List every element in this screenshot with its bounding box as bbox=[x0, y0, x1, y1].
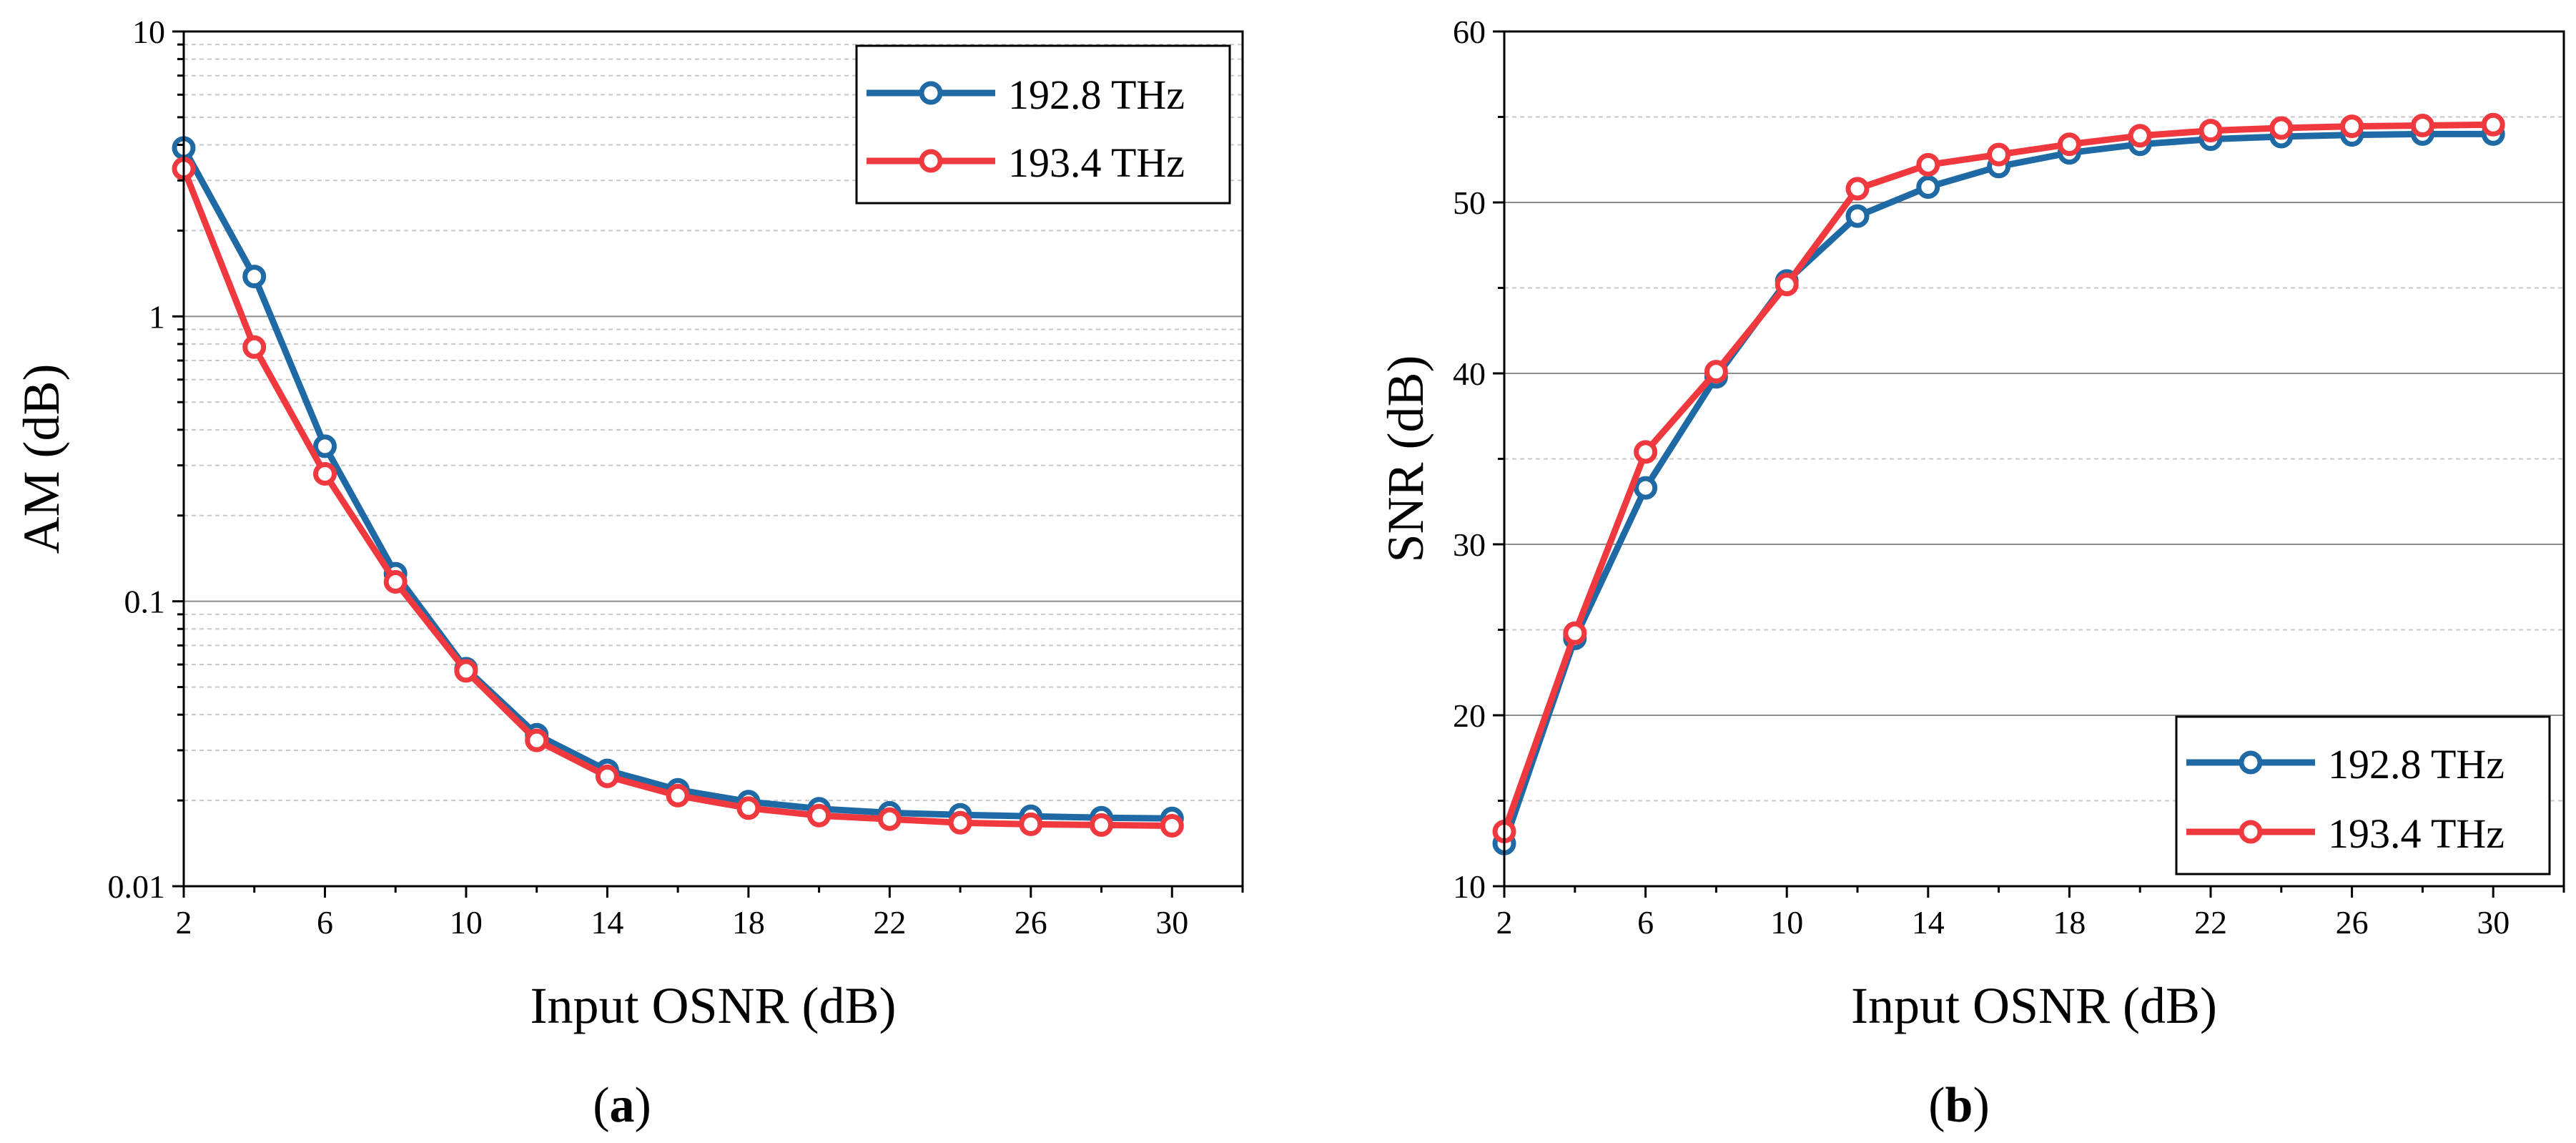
data-point bbox=[2340, 114, 2364, 139]
data-point bbox=[1987, 142, 2011, 167]
y-tick-label: 50 bbox=[1453, 185, 1486, 221]
legend-label: 192.8 THz bbox=[1008, 72, 1185, 118]
x-tick-label: 30 bbox=[2477, 904, 2510, 941]
x-tick-label: 6 bbox=[1637, 904, 1654, 941]
data-point bbox=[877, 807, 902, 831]
panel-label: (b) bbox=[1928, 1078, 1990, 1133]
x-tick-label: 18 bbox=[732, 904, 765, 941]
data-point bbox=[1019, 812, 1043, 836]
grid-lines bbox=[1504, 116, 2564, 802]
data-point bbox=[2269, 116, 2294, 140]
data-point bbox=[1775, 273, 1799, 297]
data-point bbox=[666, 783, 690, 808]
y-tick-label: 60 bbox=[1453, 14, 1486, 50]
data-point bbox=[1916, 152, 1940, 177]
legend-box bbox=[2175, 715, 2551, 875]
panel-label-open-paren: ( bbox=[593, 1078, 609, 1133]
y-axis-title: AM (dB) bbox=[13, 364, 70, 554]
x-tick-label: 22 bbox=[873, 904, 906, 941]
data-point bbox=[242, 335, 267, 359]
x-tick-label: 26 bbox=[2336, 904, 2369, 941]
legend-swatch-marker bbox=[919, 149, 943, 173]
legend-swatch-marker bbox=[2239, 750, 2263, 775]
data-point bbox=[736, 796, 761, 820]
y-axis-title: SNR (dB) bbox=[1377, 355, 1434, 562]
legend: 192.8 THz 193.4 THz bbox=[855, 44, 1231, 205]
panel-label-open-paren: ( bbox=[1928, 1078, 1945, 1133]
x-axis-title: Input OSNR (dB) bbox=[530, 977, 896, 1034]
legend: 192.8 THz 193.4 THz bbox=[2175, 715, 2551, 875]
data-point bbox=[2199, 119, 2223, 143]
legend-label: 193.4 THz bbox=[1008, 139, 1185, 186]
data-point bbox=[1090, 813, 1113, 837]
panel-label-letter: b bbox=[1945, 1078, 1973, 1133]
y-tick-label: 10 bbox=[1453, 868, 1486, 905]
data-point bbox=[807, 803, 831, 828]
y-tick-label: 1 bbox=[149, 298, 165, 335]
x-tick-label: 30 bbox=[1155, 904, 1188, 941]
data-series bbox=[1492, 112, 2505, 855]
data-point bbox=[242, 265, 267, 289]
y-tick-label: 30 bbox=[1453, 526, 1486, 563]
x-tick-label: 6 bbox=[317, 904, 333, 941]
legend-label: 192.8 THz bbox=[2328, 741, 2505, 788]
data-point bbox=[2057, 132, 2081, 157]
legend-item-193-4: 193.4 THz bbox=[2186, 810, 2505, 857]
series-193-4-thz bbox=[172, 157, 1184, 838]
x-tick-label: 18 bbox=[2053, 904, 2086, 941]
data-point bbox=[1634, 476, 1658, 500]
legend-item-192-8: 192.8 THz bbox=[2186, 741, 2505, 788]
series-193-4-thz bbox=[1492, 112, 2505, 843]
data-series bbox=[172, 136, 1184, 838]
legend-swatch-marker bbox=[919, 81, 943, 105]
data-point bbox=[1704, 360, 1728, 384]
x-tick-label: 2 bbox=[1496, 904, 1513, 941]
legend-box bbox=[855, 44, 1231, 205]
series-line bbox=[180, 165, 1175, 829]
data-point bbox=[454, 659, 478, 683]
x-tick-label: 14 bbox=[1912, 904, 1945, 941]
data-point bbox=[1845, 177, 1870, 201]
x-tick-label: 10 bbox=[450, 904, 483, 941]
x-tick-label: 10 bbox=[1770, 904, 1803, 941]
panel-label-close-paren: ) bbox=[1973, 1078, 1989, 1133]
data-point bbox=[2410, 114, 2434, 137]
x-tick-label: 22 bbox=[2194, 904, 2227, 941]
panel-label-letter: a bbox=[610, 1078, 635, 1133]
plot-frame bbox=[182, 30, 1244, 888]
data-point bbox=[1563, 621, 1587, 645]
data-point bbox=[383, 570, 408, 594]
legend-item-192-8: 192.8 THz bbox=[867, 72, 1185, 118]
data-point bbox=[1845, 204, 1870, 228]
data-point bbox=[1634, 440, 1658, 464]
x-axis-title: Input OSNR (dB) bbox=[1851, 977, 2217, 1034]
data-point bbox=[525, 728, 549, 752]
data-point bbox=[1160, 814, 1184, 838]
data-point bbox=[1916, 175, 1940, 199]
data-point bbox=[948, 810, 972, 835]
data-point bbox=[313, 462, 337, 486]
y-tick-label: 0.01 bbox=[108, 868, 166, 905]
y-tick-label: 40 bbox=[1453, 355, 1486, 392]
y-tick-label: 10 bbox=[132, 14, 165, 50]
panel-label-close-paren: ) bbox=[635, 1078, 651, 1133]
data-point bbox=[2481, 112, 2505, 137]
y-tick-label: 20 bbox=[1453, 697, 1486, 734]
y-tick-label: 0.1 bbox=[124, 584, 166, 620]
x-tick-label: 14 bbox=[591, 904, 623, 941]
legend-swatch-marker bbox=[2239, 820, 2263, 844]
data-point bbox=[313, 434, 337, 458]
legend-item-193-4: 193.4 THz bbox=[867, 139, 1185, 186]
data-point bbox=[595, 764, 619, 788]
x-tick-label: 26 bbox=[1015, 904, 1047, 941]
x-tick-label: 2 bbox=[176, 904, 192, 941]
data-point bbox=[2128, 124, 2152, 148]
legend-label: 193.4 THz bbox=[2328, 810, 2505, 857]
panel-label: (a) bbox=[593, 1078, 651, 1133]
